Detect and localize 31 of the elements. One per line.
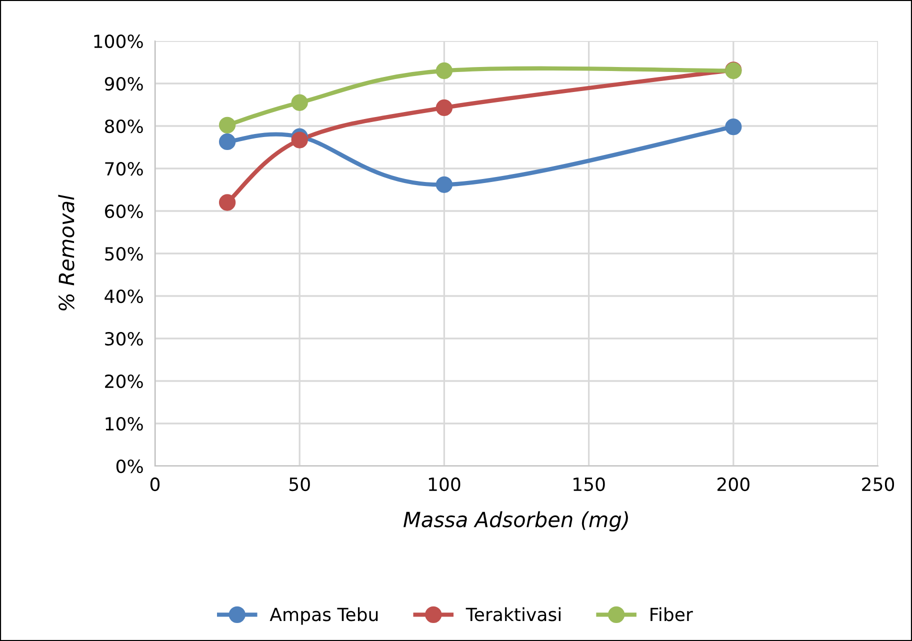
x-tick-label: 100: [428, 477, 460, 492]
y-tick-label: 60%: [105, 204, 143, 218]
point: [218, 133, 236, 150]
y-tick-label: 40%: [104, 289, 143, 304]
x-tick-label: 0: [150, 477, 160, 492]
y-tick-label: 30%: [105, 332, 143, 346]
legend-label: Ampas Tebu: [270, 607, 378, 625]
y-tick-label: 50%: [105, 246, 143, 261]
y-tick-label: 20%: [105, 374, 143, 388]
x-tick-label: 200: [717, 477, 750, 492]
y-tick-label: 90%: [104, 76, 143, 91]
x-axis-title: Massa Adsorben (mg): [404, 511, 628, 532]
point: [291, 94, 308, 111]
y-tick-label: 100%: [94, 34, 143, 48]
point: [218, 194, 236, 211]
y-tick-label: 0%: [116, 459, 143, 474]
y-tick-label: 10%: [106, 416, 143, 431]
legend-label: Teraktivasi: [466, 607, 560, 622]
point: [436, 176, 453, 193]
x-tick-label: 250: [862, 477, 894, 492]
point: [436, 62, 453, 80]
y-tick-label: 70%: [105, 162, 143, 176]
point: [291, 132, 308, 148]
y-tick-label: 80%: [104, 119, 143, 134]
y-axis-title: % Removal: [58, 194, 74, 310]
legend-label: Fiber: [650, 607, 693, 622]
x-tick-label: 150: [574, 477, 605, 492]
point: [218, 116, 236, 134]
point: [725, 118, 742, 136]
x-tick-label: 50: [290, 477, 310, 492]
point: [436, 99, 453, 116]
